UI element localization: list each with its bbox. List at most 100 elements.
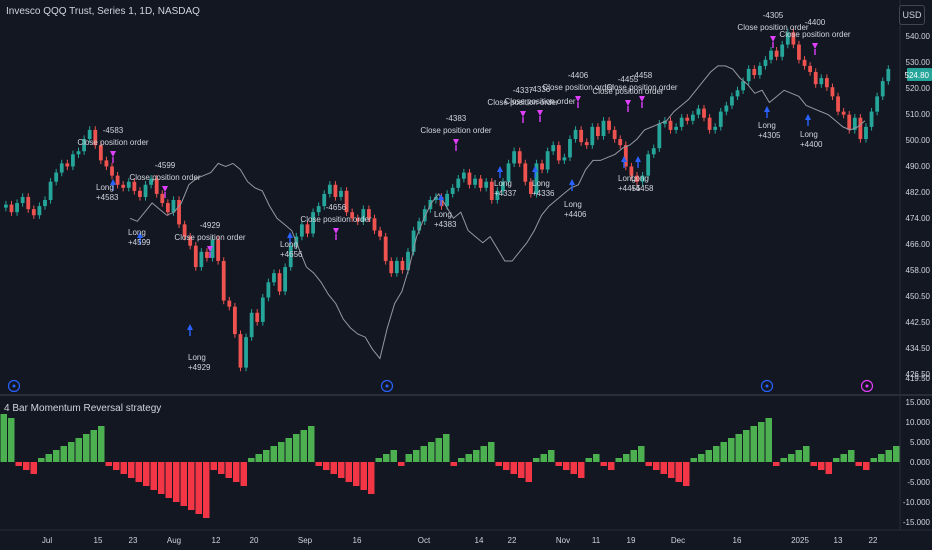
last-price-badge <box>907 68 932 81</box>
histogram-bar <box>203 462 210 518</box>
time-axis-label: 20 <box>250 536 259 545</box>
histogram-bar <box>248 458 255 462</box>
histogram-bar <box>390 450 397 462</box>
histogram-bar <box>375 458 382 462</box>
candle <box>523 163 528 182</box>
candle <box>791 32 796 45</box>
candle <box>763 59 768 66</box>
histogram-bar <box>705 450 712 462</box>
histogram-bar <box>698 454 705 462</box>
candle <box>244 337 248 368</box>
indicator-axis-label: -5.000 <box>907 478 930 487</box>
close-order-arrow-icon <box>575 96 581 102</box>
candle <box>288 245 293 268</box>
time-axis-label: 12 <box>212 536 221 545</box>
candle <box>528 181 533 194</box>
histogram-bar <box>233 462 240 482</box>
long-entry-arrow-icon <box>621 156 627 162</box>
price-axis-label: 530.00 <box>906 58 931 67</box>
candle <box>260 297 265 322</box>
histogram-bar <box>105 462 112 466</box>
histogram-bar <box>795 450 802 462</box>
candle <box>132 181 137 191</box>
trade-exit-qty-label: -4406 <box>568 71 589 80</box>
event-marker-icon[interactable] <box>380 379 394 393</box>
close-order-arrow-icon <box>162 186 168 192</box>
time-axis-label: 15 <box>94 536 103 545</box>
histogram-bar <box>195 462 202 514</box>
histogram-bar <box>585 458 592 462</box>
histogram-bar <box>765 418 772 462</box>
histogram-bar <box>45 454 52 462</box>
histogram-bar <box>855 462 862 466</box>
histogram-bar <box>420 446 427 462</box>
close-order-arrow-icon <box>639 96 645 102</box>
currency-button[interactable]: USD <box>899 5 925 25</box>
candle <box>216 239 221 261</box>
trade-entry-label: Long <box>564 200 582 209</box>
time-axis-label: Aug <box>167 536 181 545</box>
time-axis-label: Jul <box>42 536 52 545</box>
candle <box>121 184 126 188</box>
candle <box>272 273 276 283</box>
histogram-bar <box>818 462 825 470</box>
candle <box>110 166 114 176</box>
time-axis-label: 19 <box>627 536 636 545</box>
candle <box>674 126 678 130</box>
candle <box>640 175 645 182</box>
long-entry-arrow-icon <box>805 114 811 120</box>
candle <box>584 142 589 146</box>
histogram-bar <box>668 462 675 478</box>
histogram-bar <box>150 462 157 490</box>
event-marker-icon[interactable] <box>860 379 874 393</box>
histogram-bar <box>870 458 877 462</box>
indicator-axis-label: 5.000 <box>910 438 931 447</box>
trade-exit-label: Close position order <box>779 30 850 39</box>
candle <box>568 139 572 158</box>
histogram-bar <box>15 462 22 466</box>
candle <box>473 178 477 185</box>
candle <box>4 204 8 208</box>
time-axis-label: 13 <box>834 536 843 545</box>
candle <box>579 129 584 143</box>
candle <box>59 163 64 173</box>
trade-entry-qty-label: +4458 <box>631 184 654 193</box>
long-entry-arrow-icon <box>532 166 538 172</box>
histogram-bar <box>645 462 652 466</box>
trade-entry-qty-label: +4455 <box>618 184 641 193</box>
price-axis-label: 458.00 <box>906 266 931 275</box>
candle <box>657 123 662 149</box>
trade-entry-label: Long <box>128 228 146 237</box>
candle <box>361 209 366 222</box>
candle <box>378 230 382 237</box>
candle <box>232 306 237 335</box>
candle <box>48 181 53 200</box>
candle <box>668 120 673 130</box>
candle <box>26 196 31 210</box>
time-axis-label: 22 <box>869 536 878 545</box>
histogram-bar <box>885 450 892 462</box>
trade-entry-qty-label: +4656 <box>280 250 303 259</box>
event-marker-icon[interactable] <box>7 379 21 393</box>
trade-entry-qty-label: +4406 <box>564 210 587 219</box>
trade-exit-qty-label: -4305 <box>763 11 784 20</box>
candle <box>71 154 75 167</box>
histogram-bar <box>600 462 607 466</box>
candle <box>344 190 349 213</box>
candle <box>819 78 824 85</box>
indicator-axis-label: -15.000 <box>903 518 931 527</box>
event-marker-icon[interactable] <box>760 379 774 393</box>
long-entry-arrow-icon <box>764 106 770 112</box>
histogram-bar <box>720 442 727 462</box>
histogram-bar <box>548 450 555 462</box>
candle <box>540 163 544 170</box>
candle <box>143 184 148 197</box>
histogram-bar <box>803 446 810 462</box>
candle <box>277 273 282 292</box>
histogram-bar <box>435 438 442 462</box>
candle <box>489 181 494 200</box>
trade-exit-label: Close position order <box>504 97 575 106</box>
trade-exit-label: Close position order <box>174 233 245 242</box>
candle <box>517 151 522 164</box>
